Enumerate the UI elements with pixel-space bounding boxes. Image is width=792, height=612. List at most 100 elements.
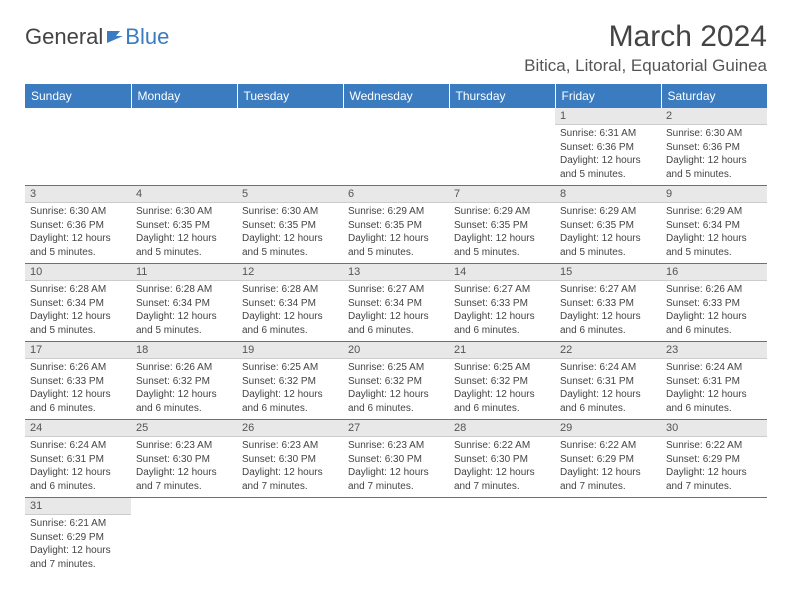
day-number: 18 (131, 342, 237, 359)
daylight-text: Daylight: 12 hours and 7 minutes. (30, 544, 126, 571)
sunrise-text: Sunrise: 6:27 AM (560, 283, 656, 297)
daylight-text: Daylight: 12 hours and 6 minutes. (666, 388, 762, 415)
sunrise-text: Sunrise: 6:25 AM (242, 361, 338, 375)
day-number: 2 (661, 108, 767, 125)
calendar-cell: 19Sunrise: 6:25 AMSunset: 6:32 PMDayligh… (237, 342, 343, 420)
day-number: 6 (343, 186, 449, 203)
calendar-cell: 2Sunrise: 6:30 AMSunset: 6:36 PMDaylight… (661, 108, 767, 186)
day-info: Sunrise: 6:26 AMSunset: 6:32 PMDaylight:… (131, 359, 237, 419)
day-info: Sunrise: 6:23 AMSunset: 6:30 PMDaylight:… (131, 437, 237, 497)
day-info: Sunrise: 6:27 AMSunset: 6:33 PMDaylight:… (555, 281, 661, 341)
sunset-text: Sunset: 6:36 PM (560, 141, 656, 155)
day-info: Sunrise: 6:22 AMSunset: 6:29 PMDaylight:… (661, 437, 767, 497)
weekday-header: Sunday (25, 84, 131, 108)
daylight-text: Daylight: 12 hours and 7 minutes. (348, 466, 444, 493)
day-info: Sunrise: 6:25 AMSunset: 6:32 PMDaylight:… (237, 359, 343, 419)
calendar-cell: 26Sunrise: 6:23 AMSunset: 6:30 PMDayligh… (237, 420, 343, 498)
day-number: 19 (237, 342, 343, 359)
weekday-header: Thursday (449, 84, 555, 108)
weekday-header: Tuesday (237, 84, 343, 108)
day-info: Sunrise: 6:23 AMSunset: 6:30 PMDaylight:… (343, 437, 449, 497)
day-info: Sunrise: 6:26 AMSunset: 6:33 PMDaylight:… (661, 281, 767, 341)
calendar-cell: 31Sunrise: 6:21 AMSunset: 6:29 PMDayligh… (25, 498, 131, 576)
day-number: 1 (555, 108, 661, 125)
sunrise-text: Sunrise: 6:24 AM (30, 439, 126, 453)
sunset-text: Sunset: 6:33 PM (666, 297, 762, 311)
sunrise-text: Sunrise: 6:23 AM (348, 439, 444, 453)
sunrise-text: Sunrise: 6:28 AM (30, 283, 126, 297)
day-number: 29 (555, 420, 661, 437)
day-info: Sunrise: 6:21 AMSunset: 6:29 PMDaylight:… (25, 515, 131, 575)
calendar-cell (25, 108, 131, 186)
day-info: Sunrise: 6:28 AMSunset: 6:34 PMDaylight:… (131, 281, 237, 341)
sunrise-text: Sunrise: 6:26 AM (666, 283, 762, 297)
calendar-cell: 20Sunrise: 6:25 AMSunset: 6:32 PMDayligh… (343, 342, 449, 420)
day-info: Sunrise: 6:29 AMSunset: 6:34 PMDaylight:… (661, 203, 767, 263)
calendar-cell: 5Sunrise: 6:30 AMSunset: 6:35 PMDaylight… (237, 186, 343, 264)
calendar-cell (449, 108, 555, 186)
sunrise-text: Sunrise: 6:23 AM (242, 439, 338, 453)
sunset-text: Sunset: 6:34 PM (666, 219, 762, 233)
day-number: 11 (131, 264, 237, 281)
sunset-text: Sunset: 6:35 PM (136, 219, 232, 233)
day-number: 28 (449, 420, 555, 437)
sunrise-text: Sunrise: 6:23 AM (136, 439, 232, 453)
daylight-text: Daylight: 12 hours and 6 minutes. (348, 310, 444, 337)
header: General Blue March 2024 Bitica, Litoral,… (25, 20, 767, 76)
daylight-text: Daylight: 12 hours and 7 minutes. (666, 466, 762, 493)
sunset-text: Sunset: 6:34 PM (136, 297, 232, 311)
daylight-text: Daylight: 12 hours and 5 minutes. (454, 232, 550, 259)
sunrise-text: Sunrise: 6:22 AM (560, 439, 656, 453)
calendar-cell: 30Sunrise: 6:22 AMSunset: 6:29 PMDayligh… (661, 420, 767, 498)
sunrise-text: Sunrise: 6:29 AM (560, 205, 656, 219)
calendar-cell: 11Sunrise: 6:28 AMSunset: 6:34 PMDayligh… (131, 264, 237, 342)
sunrise-text: Sunrise: 6:30 AM (666, 127, 762, 141)
sunrise-text: Sunrise: 6:25 AM (348, 361, 444, 375)
logo-text-2: Blue (125, 24, 169, 50)
sunrise-text: Sunrise: 6:22 AM (454, 439, 550, 453)
sunset-text: Sunset: 6:31 PM (30, 453, 126, 467)
day-number: 20 (343, 342, 449, 359)
sunset-text: Sunset: 6:30 PM (242, 453, 338, 467)
calendar-cell: 16Sunrise: 6:26 AMSunset: 6:33 PMDayligh… (661, 264, 767, 342)
sunset-text: Sunset: 6:35 PM (242, 219, 338, 233)
sunset-text: Sunset: 6:34 PM (242, 297, 338, 311)
sunset-text: Sunset: 6:35 PM (348, 219, 444, 233)
sunset-text: Sunset: 6:32 PM (136, 375, 232, 389)
calendar-cell: 6Sunrise: 6:29 AMSunset: 6:35 PMDaylight… (343, 186, 449, 264)
sunrise-text: Sunrise: 6:27 AM (348, 283, 444, 297)
daylight-text: Daylight: 12 hours and 6 minutes. (454, 310, 550, 337)
sunset-text: Sunset: 6:29 PM (30, 531, 126, 545)
sunset-text: Sunset: 6:31 PM (560, 375, 656, 389)
daylight-text: Daylight: 12 hours and 6 minutes. (560, 388, 656, 415)
sunset-text: Sunset: 6:32 PM (348, 375, 444, 389)
sunrise-text: Sunrise: 6:22 AM (666, 439, 762, 453)
calendar-cell: 22Sunrise: 6:24 AMSunset: 6:31 PMDayligh… (555, 342, 661, 420)
calendar-cell: 14Sunrise: 6:27 AMSunset: 6:33 PMDayligh… (449, 264, 555, 342)
calendar-cell (131, 498, 237, 576)
weekday-header: Monday (131, 84, 237, 108)
daylight-text: Daylight: 12 hours and 5 minutes. (136, 310, 232, 337)
calendar-row: 24Sunrise: 6:24 AMSunset: 6:31 PMDayligh… (25, 420, 767, 498)
sunrise-text: Sunrise: 6:24 AM (560, 361, 656, 375)
daylight-text: Daylight: 12 hours and 7 minutes. (242, 466, 338, 493)
sunrise-text: Sunrise: 6:26 AM (136, 361, 232, 375)
day-number: 12 (237, 264, 343, 281)
day-number: 8 (555, 186, 661, 203)
day-info: Sunrise: 6:24 AMSunset: 6:31 PMDaylight:… (661, 359, 767, 419)
daylight-text: Daylight: 12 hours and 5 minutes. (560, 154, 656, 181)
sunrise-text: Sunrise: 6:25 AM (454, 361, 550, 375)
day-info: Sunrise: 6:27 AMSunset: 6:33 PMDaylight:… (449, 281, 555, 341)
day-info: Sunrise: 6:30 AMSunset: 6:36 PMDaylight:… (661, 125, 767, 185)
sunset-text: Sunset: 6:33 PM (454, 297, 550, 311)
sunset-text: Sunset: 6:33 PM (560, 297, 656, 311)
day-number: 3 (25, 186, 131, 203)
weekday-header: Wednesday (343, 84, 449, 108)
calendar-cell: 12Sunrise: 6:28 AMSunset: 6:34 PMDayligh… (237, 264, 343, 342)
daylight-text: Daylight: 12 hours and 7 minutes. (454, 466, 550, 493)
day-number: 9 (661, 186, 767, 203)
sunrise-text: Sunrise: 6:27 AM (454, 283, 550, 297)
page-title: March 2024 (524, 20, 767, 54)
sunset-text: Sunset: 6:34 PM (30, 297, 126, 311)
day-info: Sunrise: 6:30 AMSunset: 6:36 PMDaylight:… (25, 203, 131, 263)
